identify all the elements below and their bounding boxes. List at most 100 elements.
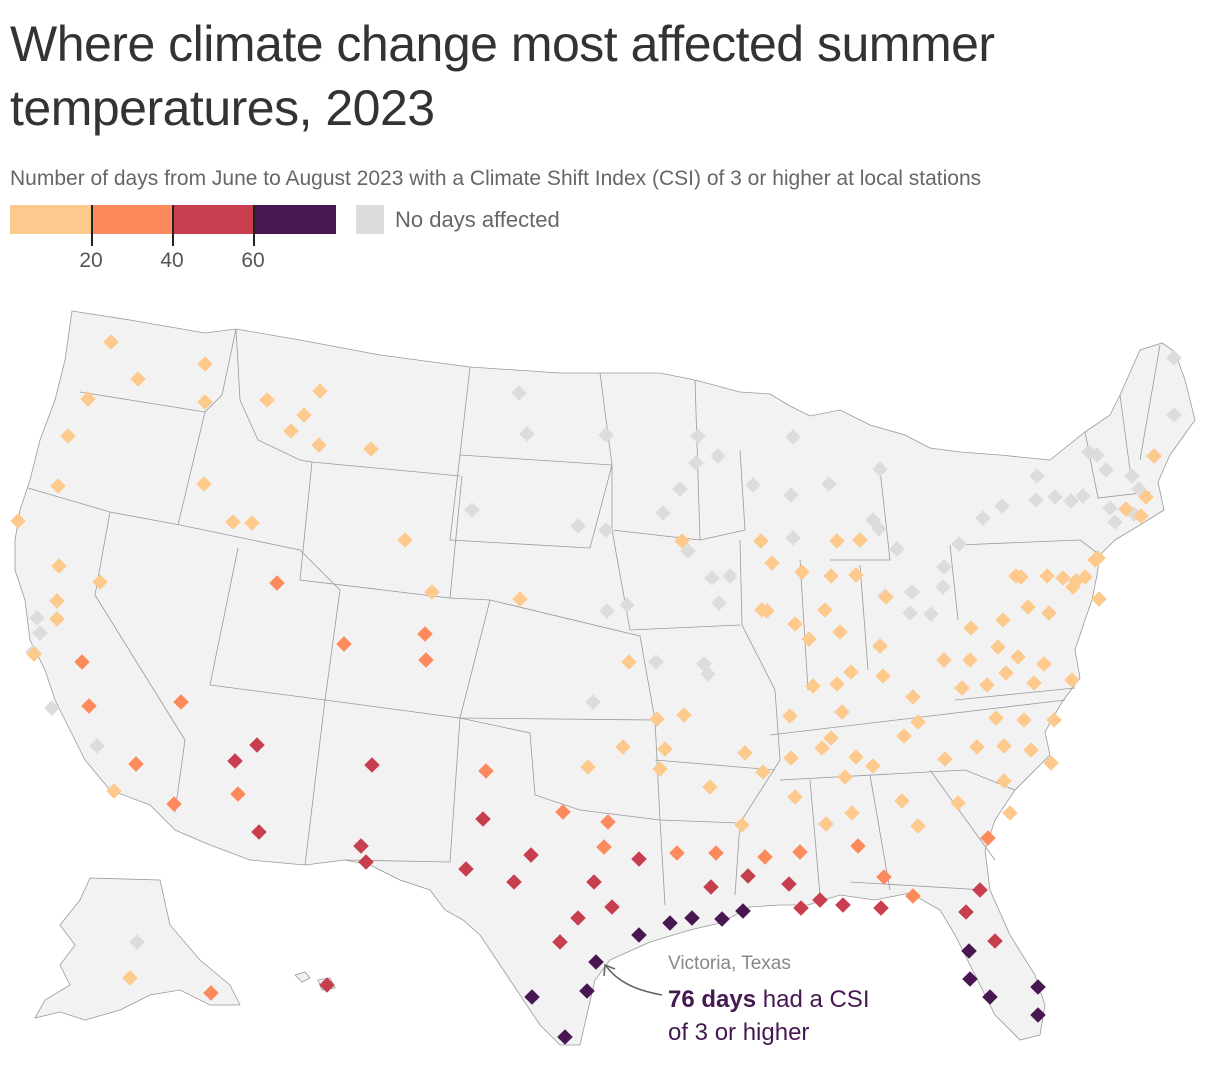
station-marker-none [889,541,905,557]
station-marker-lt20 [875,668,891,684]
border-wy [299,461,463,599]
border-oh-pa [949,544,959,621]
station-marker-lt20 [1064,672,1080,688]
station-marker-lt20 [954,680,970,696]
station-marker-lt20 [1010,649,1026,665]
chart-subtitle: Number of days from June to August 2023 … [10,167,982,190]
station-marker-lt20 [1041,605,1057,621]
border-ut-co [324,589,341,701]
station-marker-gt60 [714,911,730,927]
station-marker-lt20 [832,624,848,640]
station-marker-20to40 [876,869,892,885]
border-nd-sd [459,366,613,466]
station-marker-lt20 [615,739,631,755]
station-marker-lt20 [848,567,864,583]
station-marker-40to60 [812,892,828,908]
station-marker-none [570,518,586,534]
legend-swatch-20to40 [92,205,173,234]
station-marker-none [1107,514,1123,530]
station-marker-lt20 [894,793,910,809]
station-marker-lt20 [759,603,775,619]
station-marker-none [951,536,967,552]
station-marker-lt20 [896,728,912,744]
border-ut-az [209,684,326,701]
station-marker-lt20 [823,730,839,746]
border-nm-tx [344,717,461,863]
station-marker-lt20 [787,616,803,632]
station-marker-20to40 [230,786,246,802]
station-marker-lt20 [988,710,1004,726]
station-marker-lt20 [1090,550,1106,566]
station-marker-lt20 [225,514,241,530]
station-marker-40to60 [740,868,756,884]
station-marker-none [1028,492,1044,508]
station-marker-lt20 [1146,448,1162,464]
station-marker-lt20 [814,740,830,756]
station-marker-none [1098,462,1114,478]
station-marker-20to40 [203,985,219,1001]
station-marker-gt60 [579,983,595,999]
station-marker-lt20 [1077,569,1093,585]
station-marker-lt20 [843,664,859,680]
border-sd-ne [449,454,613,549]
station-marker-lt20 [1091,591,1107,607]
station-marker-lt20 [1016,712,1032,728]
station-marker-20to40 [166,796,182,812]
station-marker-lt20 [817,602,833,618]
station-marker-20to40 [850,838,866,854]
station-marker-20to40 [980,830,996,846]
station-marker-40to60 [835,897,851,913]
station-marker-lt20 [963,620,979,636]
station-marker-40to60 [552,934,568,950]
station-marker-20to40 [905,888,921,904]
border-gulf-states [849,881,986,891]
station-marker-lt20 [801,631,817,647]
station-marker-lt20 [1026,675,1042,691]
station-marker-lt20 [969,739,985,755]
station-marker-lt20 [996,738,1012,754]
station-marker-gt60 [684,910,700,926]
station-marker-20to40 [555,804,571,820]
border-il-in [799,559,809,691]
legend-no-days-swatch [356,205,384,234]
border-mississippi [734,539,781,896]
station-marker-lt20 [674,533,690,549]
station-marker-lt20 [783,750,799,766]
station-marker-lt20 [1046,712,1062,728]
station-marker-none [711,595,727,611]
station-marker-gt60 [557,1029,573,1045]
station-marker-none [585,694,601,710]
station-marker-lt20 [805,678,821,694]
station-marker-gt60 [1030,979,1046,995]
station-marker-lt20 [782,708,798,724]
station-marker-none [902,605,918,621]
border-ok-tx [459,717,661,821]
station-marker-none [1075,488,1091,504]
border-ia [611,529,741,631]
border-id-mt [235,328,313,463]
border-ne-ks [489,599,641,637]
station-marker-none [871,521,887,537]
station-marker-lt20 [818,816,834,832]
station-marker-gt60 [524,989,540,1005]
station-marker-lt20 [1036,656,1052,672]
station-marker-20to40 [757,849,773,865]
station-marker-none [923,606,939,622]
station-marker-lt20 [764,555,780,571]
station-marker-40to60 [781,876,797,892]
station-marker-none [1124,468,1140,484]
legend-tick-40 [172,205,174,246]
station-marker-lt20 [1023,742,1039,758]
station-marker-gt60 [588,954,604,970]
station-marker-none [598,522,614,538]
station-marker-20to40 [173,694,189,710]
border-id-west [177,328,237,526]
station-marker-none [700,666,716,682]
station-marker-lt20 [197,356,213,372]
station-marker-gt60 [962,971,978,987]
station-marker-lt20 [844,805,860,821]
station-marker-lt20 [878,589,894,605]
station-marker-lt20 [1039,568,1055,584]
station-marker-lt20 [852,532,868,548]
station-marker-lt20 [197,394,213,410]
